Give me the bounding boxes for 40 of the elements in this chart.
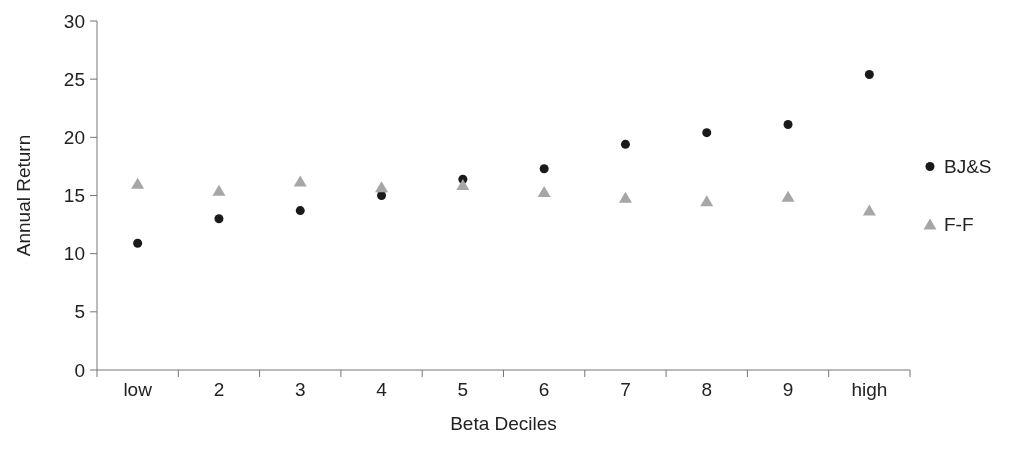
- legend-label: BJ&S: [944, 156, 992, 178]
- point: [214, 214, 224, 224]
- x-tick-label: 9: [782, 379, 794, 400]
- point: [295, 206, 305, 216]
- y-tick-label: 10: [63, 243, 85, 265]
- y-tick-label: 0: [74, 359, 85, 381]
- x-tick-label: 2: [213, 379, 225, 400]
- point: [537, 186, 551, 198]
- legend-label: F-F: [944, 214, 974, 236]
- point: [377, 191, 387, 200]
- point: [702, 128, 712, 138]
- point: [781, 190, 795, 202]
- y-tick-label: 5: [74, 301, 85, 323]
- point: [618, 191, 632, 203]
- x-tick-label: low: [123, 379, 153, 400]
- point: [293, 175, 307, 187]
- point: [700, 195, 714, 207]
- point: [212, 184, 226, 196]
- x-tick-label: 8: [701, 379, 713, 400]
- x-tick-label: 3: [294, 379, 306, 400]
- point: [375, 181, 389, 193]
- y-tick-label: 30: [63, 10, 85, 32]
- point: [456, 179, 470, 191]
- point: [862, 204, 876, 216]
- point: [133, 238, 143, 248]
- point: [539, 164, 549, 174]
- point: [783, 120, 793, 130]
- y-tick-label: 25: [63, 68, 85, 90]
- x-tick-label: 6: [538, 379, 550, 400]
- point: [864, 70, 874, 80]
- y-axis-title: Annual Return: [13, 134, 34, 257]
- point: [131, 177, 145, 189]
- x-tick-label: 4: [376, 379, 388, 400]
- x-tick-label: 7: [620, 379, 631, 400]
- x-tick-label: high: [851, 379, 888, 400]
- point: [620, 139, 630, 149]
- x-tick-label: 5: [457, 379, 469, 400]
- y-tick-label: 20: [63, 126, 85, 148]
- x-axis-title: Beta Deciles: [450, 413, 557, 434]
- y-tick-label: 15: [63, 185, 85, 207]
